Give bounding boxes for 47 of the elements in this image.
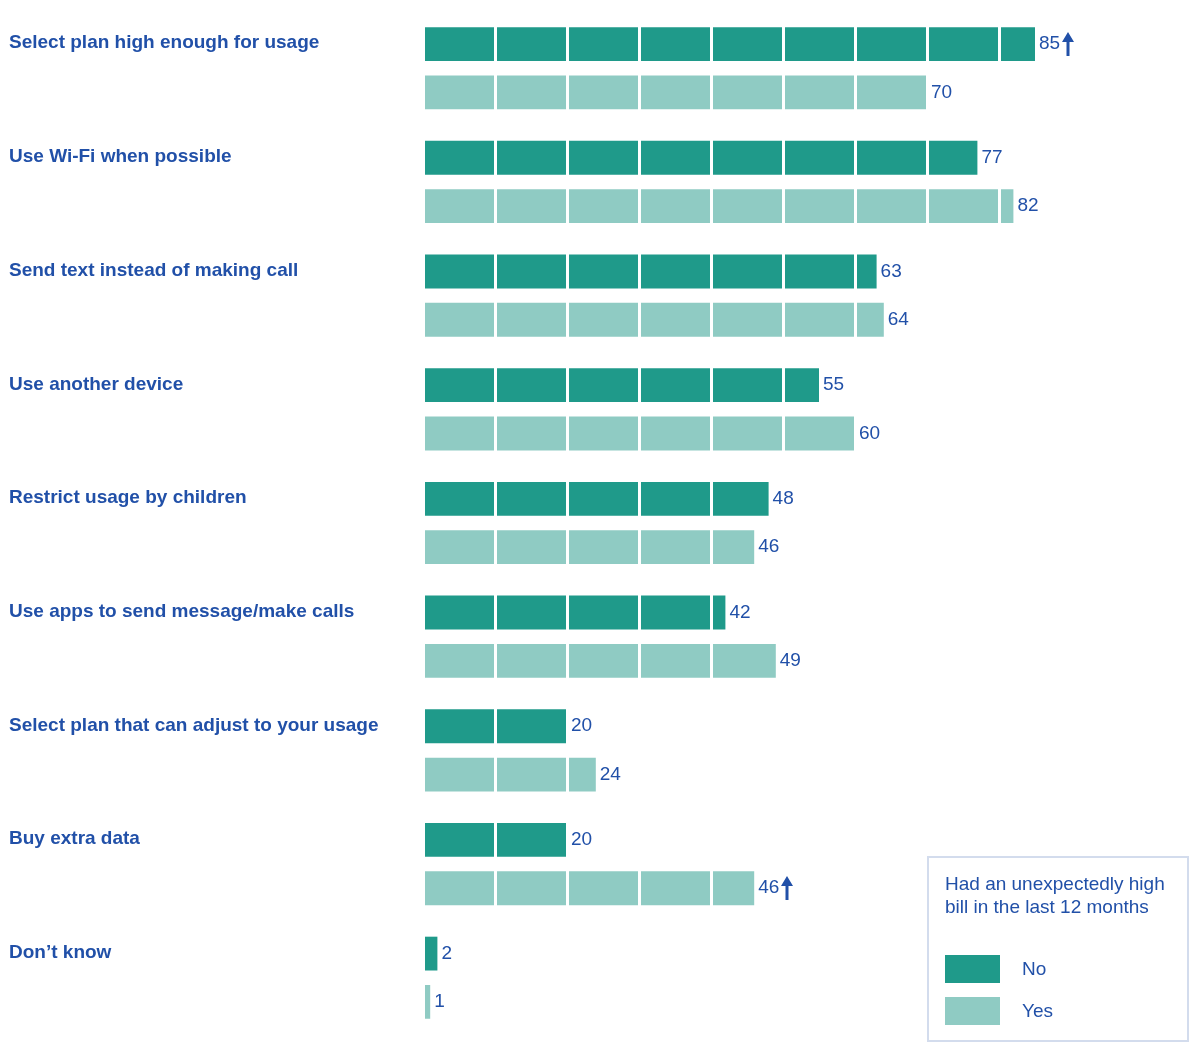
data-label: 42 — [729, 600, 751, 622]
data-label: 60 — [859, 421, 881, 443]
y-tick-label: Send text instead of making call — [9, 258, 299, 280]
y-tick-label: Select plan that can adjust to your usage — [9, 713, 379, 735]
data-label: 20 — [571, 714, 593, 736]
data-label: 46 — [758, 876, 780, 898]
legend-label: No — [1022, 958, 1047, 980]
data-label: 48 — [772, 487, 794, 509]
bar — [424, 871, 755, 906]
bar — [424, 595, 726, 630]
data-label: 1 — [434, 990, 445, 1012]
data-label: 49 — [779, 649, 801, 671]
legend-label: Yes — [1022, 1000, 1053, 1022]
y-tick-label: Select plan high enough for usage — [9, 31, 320, 53]
bar — [424, 416, 855, 451]
bar — [424, 302, 884, 337]
bar — [424, 140, 978, 175]
bar — [424, 823, 567, 857]
bar — [424, 936, 438, 971]
bar — [424, 757, 596, 792]
data-label: 82 — [1017, 194, 1039, 216]
data-label: 24 — [599, 762, 622, 784]
data-label: 63 — [880, 259, 902, 281]
legend-title: Had an unexpectedly high bill in the last 12 months — [945, 872, 1166, 918]
bar — [424, 254, 877, 289]
y-tick-label: Don’t know — [9, 940, 112, 962]
y-tick-label: Use apps to send message/make calls — [9, 599, 355, 621]
bar — [424, 530, 755, 565]
data-label: 2 — [441, 941, 452, 963]
data-label: 77 — [981, 146, 1003, 168]
bar — [424, 368, 819, 403]
bar — [424, 75, 927, 110]
y-tick-label: Use another device — [9, 372, 184, 394]
data-label: 85 — [1039, 32, 1061, 54]
bar — [424, 481, 769, 516]
y-tick-label: Restrict usage by children — [9, 486, 247, 508]
y-tick-label: Buy extra data — [9, 827, 141, 849]
data-label: 64 — [887, 308, 910, 330]
data-label: 55 — [823, 373, 845, 395]
data-label: 46 — [758, 535, 780, 557]
data-label: 70 — [931, 80, 953, 102]
data-label: 20 — [571, 828, 593, 850]
bar — [424, 27, 1035, 61]
bar — [424, 189, 1014, 223]
y-tick-label: Use Wi-Fi when possible — [9, 145, 232, 167]
bar — [424, 709, 567, 744]
bar — [424, 643, 776, 678]
